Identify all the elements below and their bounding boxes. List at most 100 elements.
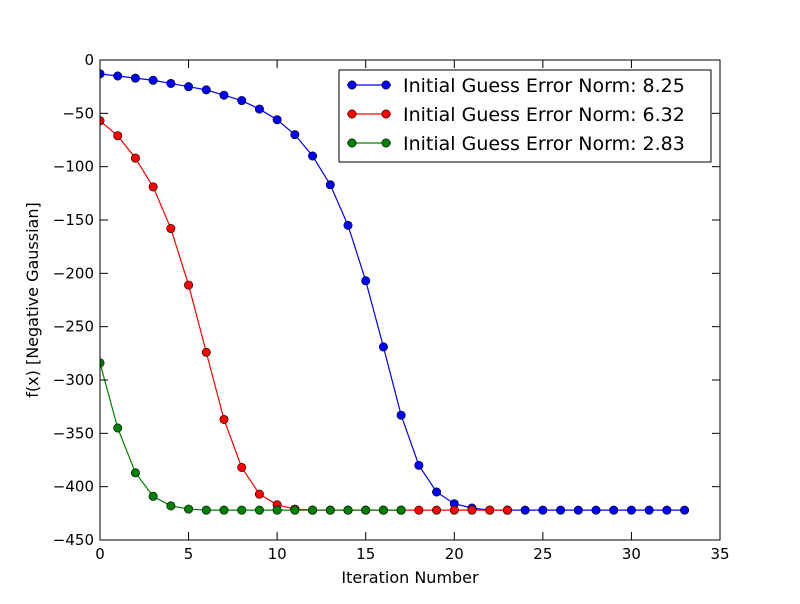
legend-item: Initial Guess Error Norm: 6.32 xyxy=(347,104,685,126)
data-point xyxy=(325,505,335,515)
data-point xyxy=(272,505,282,515)
legend: Initial Guess Error Norm: 8.25 Initial Gu… xyxy=(338,69,712,163)
data-point xyxy=(378,342,388,352)
y-tick-label: −450 xyxy=(53,531,94,549)
y-tick-label: −200 xyxy=(53,264,94,282)
series-line xyxy=(100,362,402,511)
legend-item: Initial Guess Error Norm: 8.25 xyxy=(347,75,685,97)
x-tick-label: 25 xyxy=(533,545,552,563)
series-3 xyxy=(100,358,406,515)
data-point xyxy=(184,280,194,290)
data-point xyxy=(325,180,335,190)
data-point xyxy=(113,423,123,433)
data-point xyxy=(166,501,176,511)
legend-box xyxy=(338,69,712,163)
data-point xyxy=(432,487,442,497)
data-point xyxy=(343,505,353,515)
y-tick-label: −150 xyxy=(53,211,94,229)
data-point xyxy=(414,505,424,515)
data-point xyxy=(662,505,672,515)
series-2 xyxy=(100,116,512,515)
data-point xyxy=(502,505,512,515)
data-point xyxy=(290,130,300,140)
data-point xyxy=(414,460,424,470)
x-tick-label: 35 xyxy=(710,545,729,563)
y-tick-label: −350 xyxy=(53,424,94,442)
data-point xyxy=(396,410,406,420)
data-point xyxy=(237,462,247,472)
series-line xyxy=(100,73,685,511)
data-point xyxy=(343,220,353,230)
data-point xyxy=(272,115,282,125)
data-point xyxy=(254,489,264,499)
y-tick-label: −300 xyxy=(53,371,94,389)
legend-marker xyxy=(381,138,391,148)
x-tick-label: 0 xyxy=(95,545,105,563)
x-axis-label: Iteration Number xyxy=(341,568,479,587)
data-point xyxy=(184,82,194,92)
data-point xyxy=(219,414,229,424)
data-point xyxy=(644,505,654,515)
data-point xyxy=(680,505,690,515)
data-point xyxy=(308,505,318,515)
data-point xyxy=(148,75,158,85)
x-tick-label: 20 xyxy=(445,545,464,563)
legend-marker xyxy=(381,80,391,90)
data-point xyxy=(219,90,229,100)
data-point xyxy=(485,505,495,515)
data-point xyxy=(467,505,477,515)
legend-item: Initial Guess Error Norm: 2.83 xyxy=(347,133,685,155)
data-point xyxy=(254,505,264,515)
data-point xyxy=(556,505,566,515)
data-point xyxy=(201,347,211,357)
data-point xyxy=(219,505,229,515)
data-point xyxy=(361,276,371,286)
legend-marker xyxy=(381,109,391,119)
data-point xyxy=(113,131,123,141)
data-point xyxy=(538,505,548,515)
data-point xyxy=(626,505,636,515)
plot-area xyxy=(100,69,690,515)
legend-label: Initial Guess Error Norm: 2.83 xyxy=(403,133,685,155)
data-point xyxy=(237,96,247,106)
data-point xyxy=(113,71,123,81)
series-line xyxy=(100,120,508,511)
data-point xyxy=(148,182,158,192)
data-point xyxy=(166,224,176,234)
series-group xyxy=(100,69,690,515)
axes: 0 5 10 15 20 25 30 35 0 −50 −100 −150 −200 −250 −300 −3… xyxy=(53,51,730,563)
legend-marker xyxy=(347,138,357,148)
data-point xyxy=(308,151,318,161)
legend-marker xyxy=(347,80,357,90)
data-point xyxy=(290,505,300,515)
data-point xyxy=(201,505,211,515)
y-tick-label: −50 xyxy=(62,104,94,122)
data-point xyxy=(130,153,140,163)
data-point xyxy=(396,505,406,515)
y-tick-label: −400 xyxy=(53,478,94,496)
data-point xyxy=(130,468,140,478)
data-point xyxy=(237,505,247,515)
series-1 xyxy=(100,69,690,515)
data-point xyxy=(166,78,176,88)
data-point xyxy=(520,505,530,515)
data-point xyxy=(591,505,601,515)
data-point xyxy=(201,85,211,95)
data-point xyxy=(609,505,619,515)
plot-frame xyxy=(99,59,721,541)
data-point xyxy=(148,491,158,501)
data-point xyxy=(361,505,371,515)
data-point xyxy=(432,505,442,515)
y-tick-label: 0 xyxy=(84,51,94,69)
y-axis-label: f(x) [Negative Gaussian] xyxy=(23,202,42,397)
legend-label: Initial Guess Error Norm: 6.32 xyxy=(403,104,685,126)
x-tick-label: 15 xyxy=(356,545,375,563)
data-point xyxy=(254,104,264,114)
legend-marker xyxy=(347,109,357,119)
x-tick-label: 10 xyxy=(268,545,287,563)
data-point xyxy=(184,504,194,514)
data-point xyxy=(378,505,388,515)
y-tick-label: −250 xyxy=(53,318,94,336)
data-point xyxy=(130,73,140,83)
